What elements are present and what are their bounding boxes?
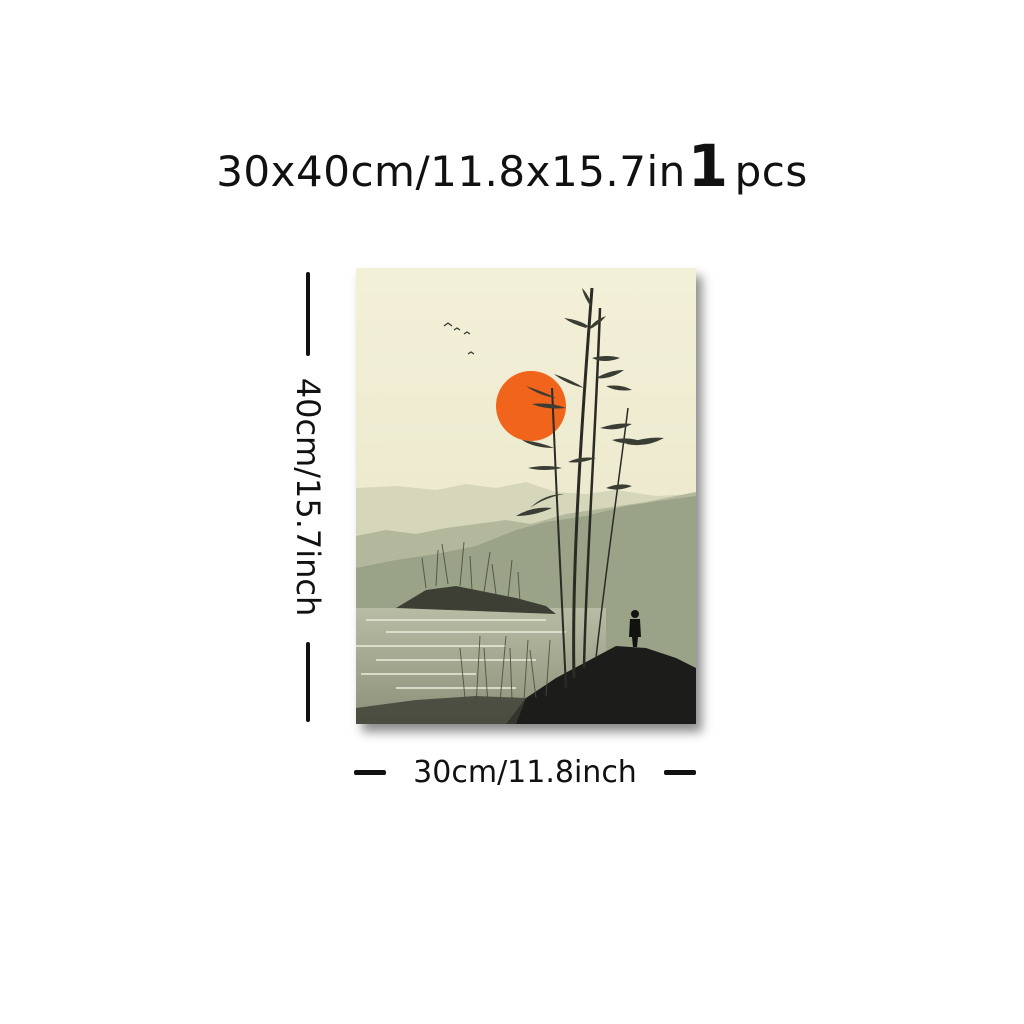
painting-artwork [356, 268, 696, 724]
quantity-unit: pcs [734, 147, 808, 196]
size-text: 30x40cm/11.8x15.7in [216, 147, 686, 196]
standing-figure [629, 610, 641, 647]
reeds [421, 541, 551, 709]
island [396, 586, 556, 614]
foreground-hill [506, 646, 696, 724]
height-dimension-line-top [306, 272, 310, 356]
width-dimension-label: 30cm/11.8inch [413, 754, 637, 790]
shore [356, 696, 526, 724]
height-dimension-label: 40cm/15.7inch [289, 377, 327, 617]
product-size-headline: 30x40cm/11.8x15.7in1 pcs [0, 132, 1024, 200]
bamboo-leaves [516, 288, 664, 516]
water-reflections [356, 619, 566, 689]
canvas-painting [356, 268, 696, 724]
birds [443, 322, 475, 355]
width-dimension-line-right [664, 769, 696, 775]
height-dimension-line-bottom [306, 642, 310, 722]
width-dimension-line-left [354, 769, 386, 775]
bamboo-stalks [551, 287, 629, 689]
quantity-number: 1 [687, 132, 729, 200]
sun [496, 371, 566, 441]
width-dimension: 30cm/11.8inch [354, 752, 696, 792]
